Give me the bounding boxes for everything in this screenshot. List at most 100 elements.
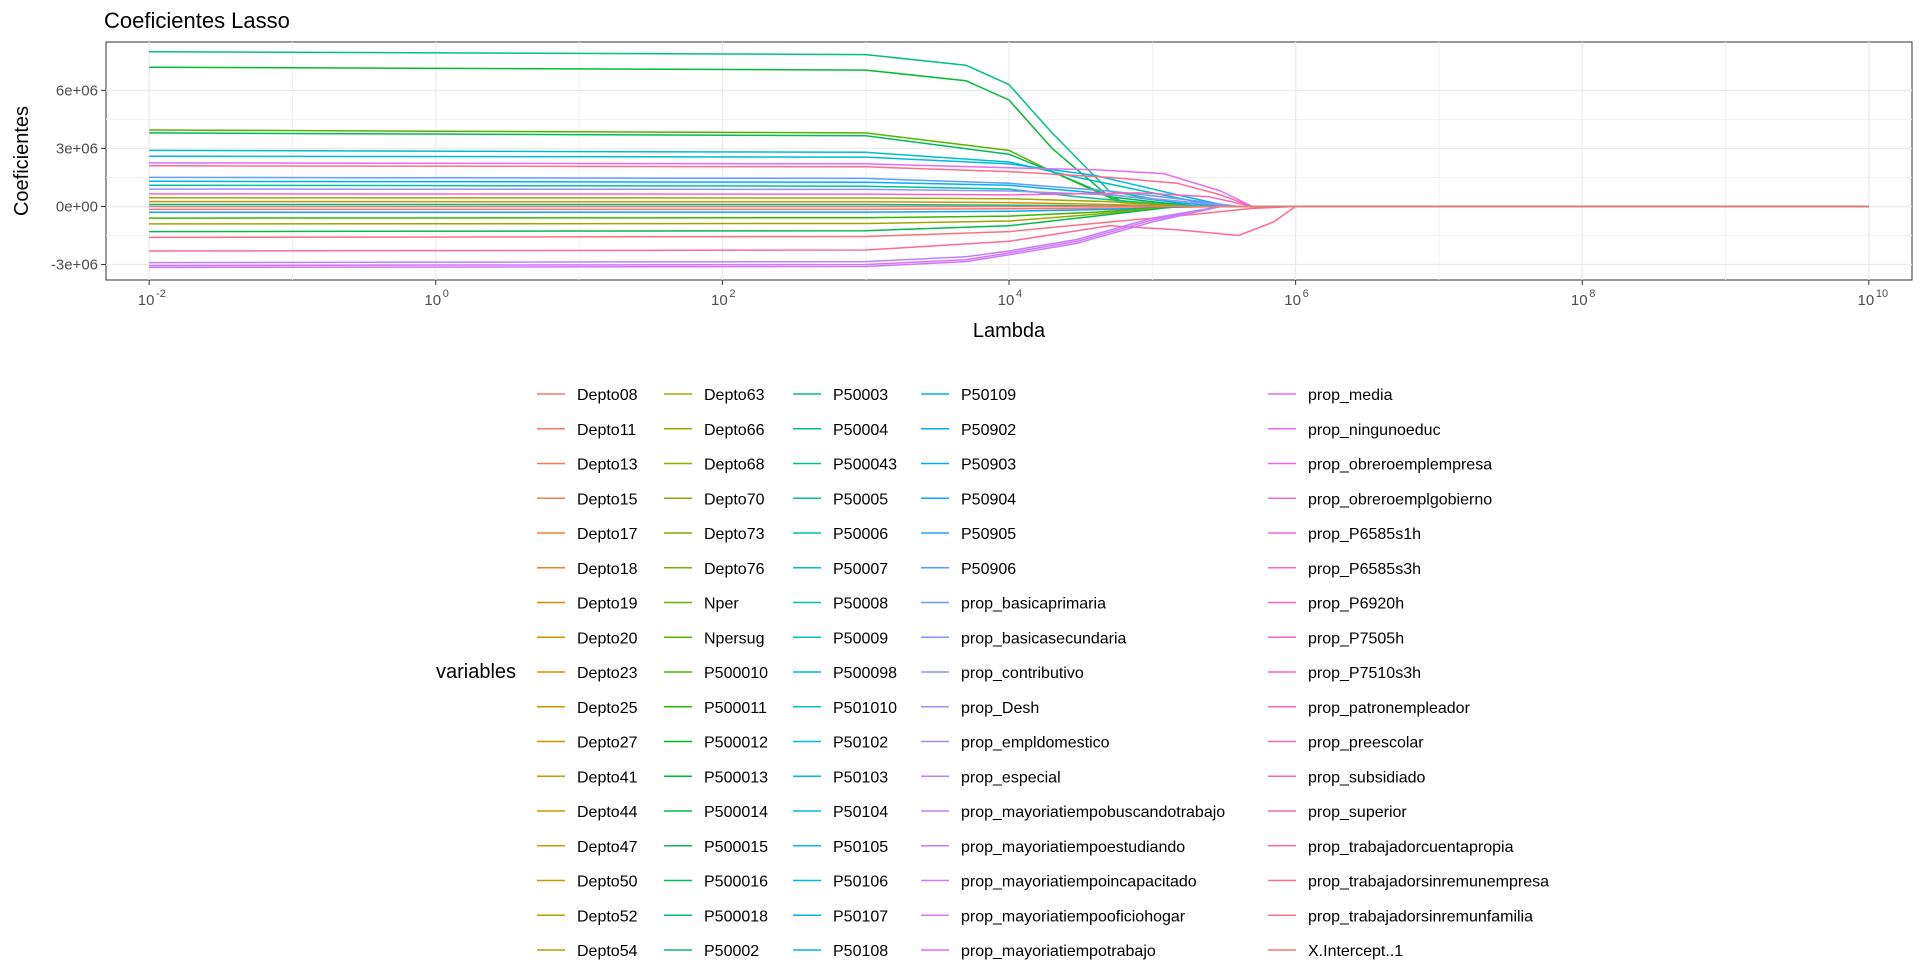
legend-item: prop_patronempleador [1268,700,1471,717]
legend-label: prop_Desh [961,700,1039,717]
x-tick-base: 10 [711,292,728,309]
legend-label: prop_especial [961,769,1061,786]
y-tick-label: 6e+06 [56,82,98,99]
legend-label: Depto19 [577,596,638,613]
legend-item: Depto20 [537,630,638,647]
legend-label: P50003 [833,387,888,404]
legend-item: P50008 [793,596,888,613]
legend-label: P500011 [704,700,767,717]
legend-label: P50905 [961,526,1016,543]
legend-label: Depto13 [577,457,638,474]
legend-label: prop_trabajadorsinremunempresa [1308,874,1549,891]
legend-label: prop_empldomestico [961,735,1110,752]
legend-label: P50103 [833,769,888,786]
legend-label: prop_basicaprimaria [961,596,1106,613]
legend-item: P50108 [793,943,888,960]
legend-item: P50104 [793,804,888,821]
x-axis-ticks: 10 -2 10 0 10 2 10 4 10 6 10 8 10 10 [138,280,1888,309]
x-tick-exponent: 0 [443,288,449,300]
legend-label: Depto18 [577,561,638,578]
legend-item: P50902 [921,422,1016,439]
legend-label: P500016 [704,874,768,891]
legend-item: Depto17 [537,526,638,543]
legend-item: Depto70 [664,491,765,508]
legend-item: prop_mayoriatiempotrabajo [921,943,1156,960]
legend-item: P50103 [793,769,888,786]
legend-label: Depto23 [577,665,638,682]
x-tick-base: 10 [1858,292,1875,309]
legend-label: P50102 [833,735,888,752]
legend-item: Depto18 [537,561,638,578]
legend-item: prop_trabajadorsinremunfamilia [1268,908,1533,925]
legend-item: P50109 [921,387,1016,404]
legend: variables Depto08 Depto11 Depto13 Depto15 De… [436,387,1549,960]
legend-label: P50008 [833,596,888,613]
legend-label: prop_P6585s1h [1308,526,1421,543]
legend-item: Depto25 [537,700,638,717]
legend-label: P50904 [961,491,1016,508]
legend-item: Depto19 [537,596,638,613]
legend-item: prop_basicaprimaria [921,596,1106,613]
legend-item: P50904 [921,491,1016,508]
legend-label: prop_patronempleador [1308,700,1471,717]
legend-label: Depto15 [577,491,638,508]
legend-item: P500018 [664,908,768,925]
legend-label: X.Intercept..1 [1308,943,1403,960]
legend-item: Depto52 [537,908,638,925]
legend-item: prop_subsidiado [1268,769,1426,786]
legend-label: prop_trabajadorsinremunfamilia [1308,908,1533,925]
legend-label: prop_obreroemplempresa [1308,457,1492,474]
legend-label: Depto50 [577,874,638,891]
legend-label: P50004 [833,422,888,439]
x-tick-exponent: -2 [156,288,166,300]
legend-label: P50007 [833,561,888,578]
legend-label: prop_mayoriatiempooficiohogar [961,908,1186,925]
legend-label: prop_contributivo [961,665,1084,682]
legend-label: P50109 [961,387,1016,404]
legend-label: P500015 [704,839,768,856]
legend-label: prop_P6585s3h [1308,561,1421,578]
legend-label: P501010 [833,700,897,717]
x-tick-exponent: 10 [1876,288,1888,300]
legend-label: Depto47 [577,839,638,856]
series-line-0 [149,50,1869,208]
legend-label: Depto41 [577,769,638,786]
legend-item: prop_P6920h [1268,596,1404,613]
legend-item: Npersug [664,630,764,647]
legend-label: prop_P6920h [1308,596,1404,613]
x-tick-exponent: 6 [1303,288,1309,300]
legend-item: P500010 [664,665,768,682]
legend-item: P50002 [664,943,759,960]
legend-item: prop_P6585s1h [1268,526,1421,543]
legend-label: P500012 [704,735,768,752]
legend-item: Depto73 [664,526,765,543]
series-line-24 [149,205,1869,269]
legend-item: P50102 [793,735,888,752]
legend-label: prop_mayoriatiempotrabajo [961,943,1156,960]
legend-label: prop_P7505h [1308,630,1404,647]
y-axis-ticks: -3e+06 0e+00 3e+06 6e+06 [51,82,106,274]
legend-label: Depto17 [577,526,638,543]
y-tick-label: -3e+06 [51,257,98,274]
legend-label: prop_mayoriatiempoestudiando [961,839,1185,856]
legend-item: Depto54 [537,943,638,960]
legend-label: Depto76 [704,561,765,578]
legend-label: P500013 [704,769,768,786]
x-tick-base: 10 [1571,292,1588,309]
legend-label: prop_mayoriatiempoincapacitado [961,874,1197,891]
legend-item: P50007 [793,561,888,578]
legend-label: Depto54 [577,943,638,960]
x-tick-base: 10 [998,292,1015,309]
legend-item: P50005 [793,491,888,508]
legend-label: prop_ningunoeduc [1308,422,1441,439]
series-line-21 [149,205,1869,252]
legend-label: P500098 [833,665,897,682]
legend-item: Depto50 [537,874,638,891]
legend-item: prop_P7510s3h [1268,665,1421,682]
legend-item: Depto76 [664,561,765,578]
x-tick-base: 10 [424,292,441,309]
legend-item: prop_Desh [921,700,1039,717]
legend-item: Depto47 [537,839,638,856]
legend-item: prop_preescolar [1268,735,1424,752]
